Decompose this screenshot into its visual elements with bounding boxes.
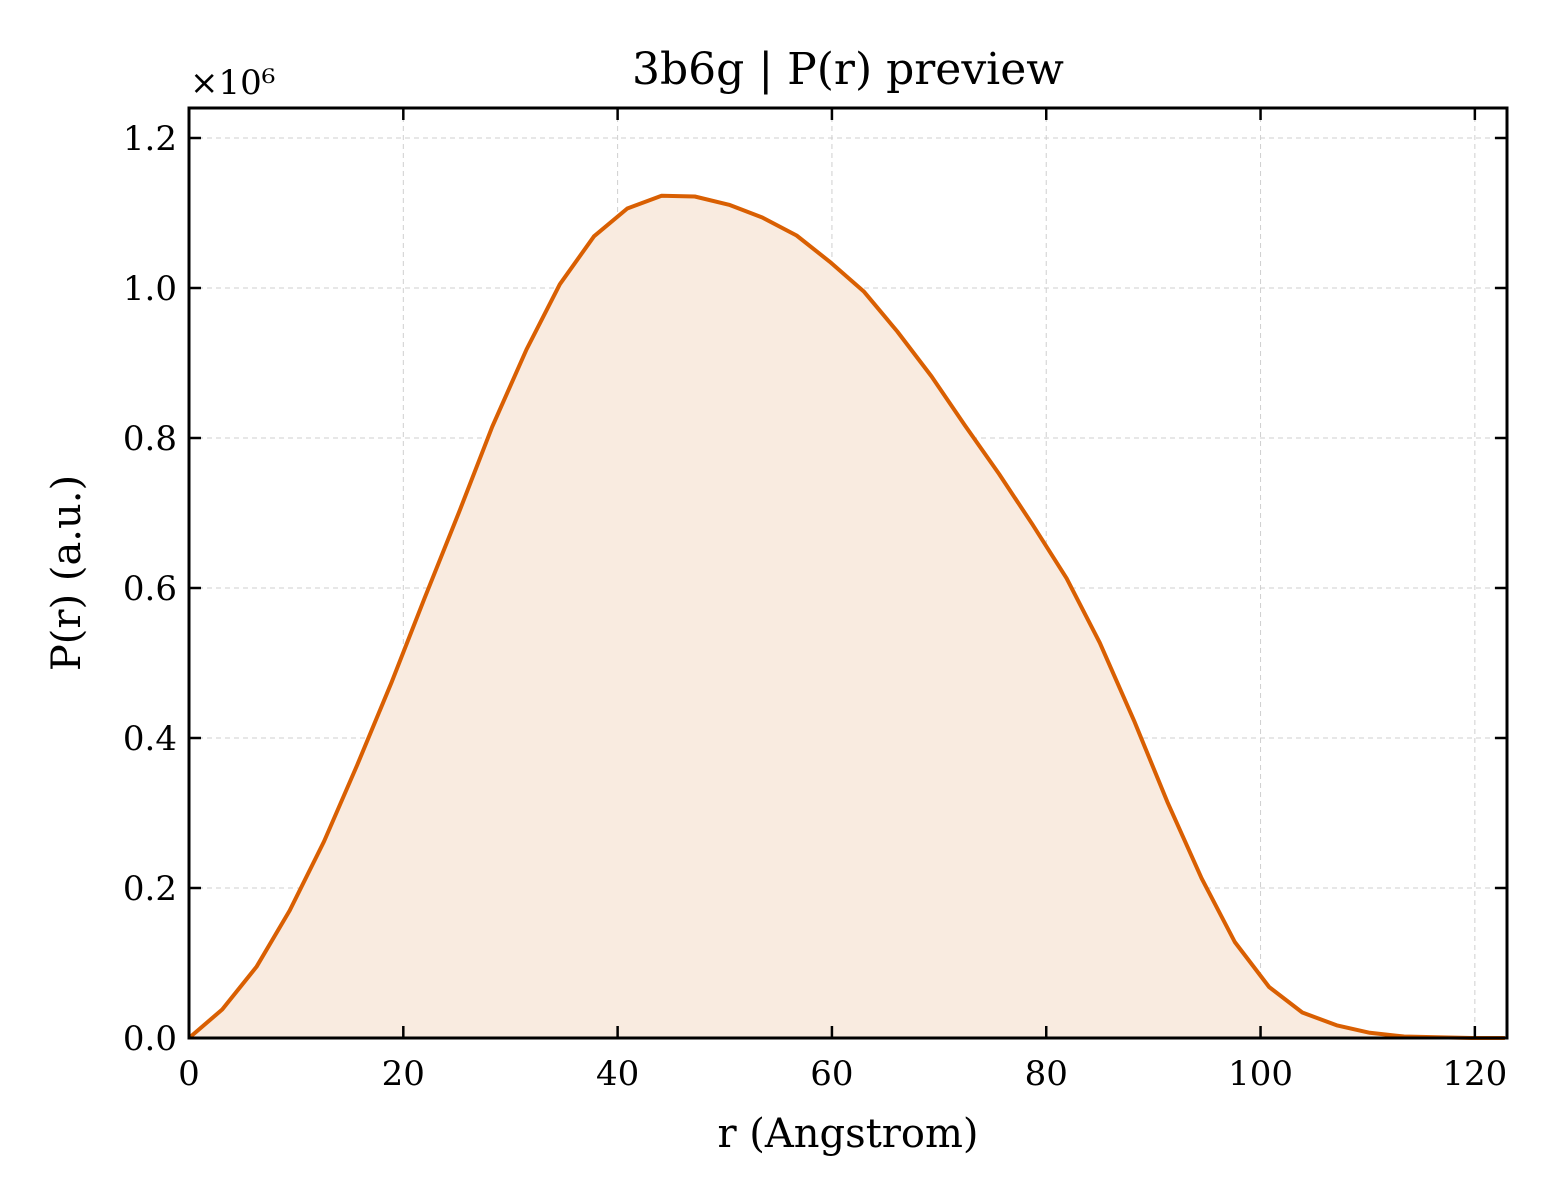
x-tick-label: 80 <box>1025 1054 1068 1094</box>
x-tick-label: 100 <box>1228 1054 1293 1094</box>
y-tick-label: 1.0 <box>123 269 177 309</box>
x-axis-ticks: 0 20 40 60 80 100 120 <box>178 108 1507 1094</box>
x-tick-label: 120 <box>1442 1054 1507 1094</box>
y-tick-label: 0.0 <box>123 1019 177 1059</box>
y-tick-label: 0.8 <box>123 419 177 459</box>
y-tick-label: 0.4 <box>123 719 177 759</box>
x-axis-label: r (Angstrom) <box>717 1111 978 1157</box>
y-axis-label: P(r) (a.u.) <box>44 475 90 671</box>
series-line <box>187 193 1505 1040</box>
x-tick-label: 60 <box>810 1054 853 1094</box>
plot-frame <box>187 106 1509 1040</box>
chart-title: 3b6g | P(r) preview <box>632 44 1064 95</box>
y-tick-label: 0.2 <box>123 869 177 909</box>
y-axis-ticks: 0.0 0.2 0.4 0.6 0.8 1.0 1.2 <box>123 119 1507 1059</box>
y-tick-label: 0.6 <box>123 569 177 609</box>
x-tick-label: 20 <box>382 1054 425 1094</box>
x-tick-label: 0 <box>178 1054 200 1094</box>
y-multiplier: ×10⁶ <box>190 63 275 103</box>
y-tick-label: 1.2 <box>123 119 177 159</box>
x-tick-label: 40 <box>596 1054 639 1094</box>
area-fill <box>189 195 1505 1039</box>
